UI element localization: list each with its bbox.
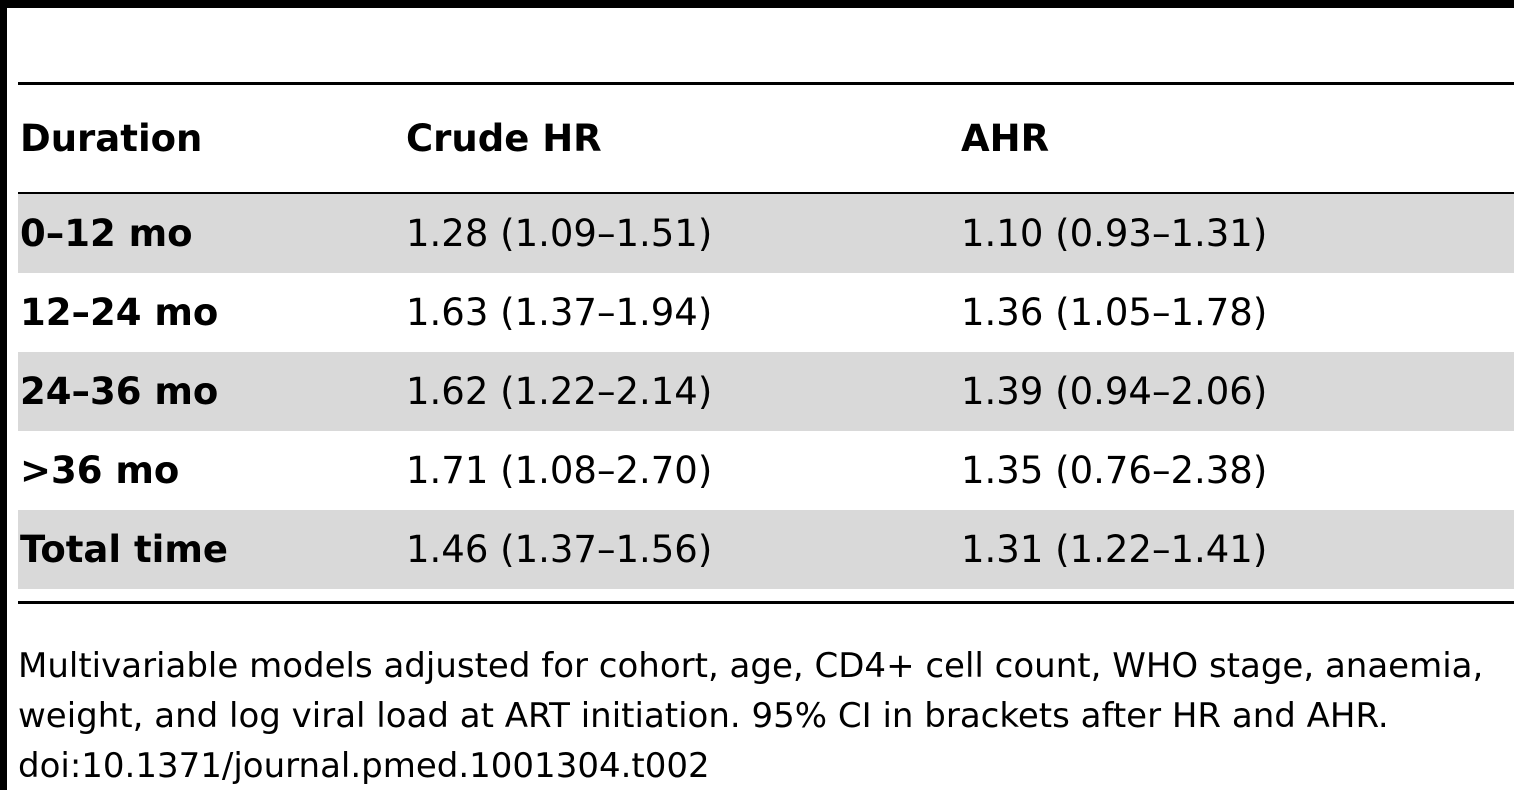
- ahr-cell: 1.10 (0.93–1.31): [961, 212, 1268, 255]
- duration-cell: 24–36 mo: [20, 370, 219, 413]
- doi-label: doi:10.1371/journal.pmed.1001304.t002: [18, 746, 710, 786]
- ahr-cell: 1.36 (1.05–1.78): [961, 291, 1268, 334]
- crude-hr-cell: 1.71 (1.08–2.70): [406, 449, 713, 492]
- header-crude-hr: Crude HR: [406, 117, 602, 160]
- footnote-line: weight, and log viral load at ART initia…: [18, 696, 1389, 736]
- table-footnote: Multivariable models adjusted for cohort…: [18, 641, 1514, 791]
- crude-hr-cell: 1.46 (1.37–1.56): [406, 528, 713, 571]
- crude-hr-cell: 1.28 (1.09–1.51): [406, 212, 713, 255]
- crude-hr-cell: 1.63 (1.37–1.94): [406, 291, 713, 334]
- top-rule: [0, 0, 1514, 8]
- table-row: Total time 1.46 (1.37–1.56) 1.31 (1.22–1…: [18, 510, 1514, 589]
- crude-hr-cell: 1.62 (1.22–2.14): [406, 370, 713, 413]
- table-row: >36 mo 1.71 (1.08–2.70) 1.35 (0.76–2.38): [18, 431, 1514, 510]
- duration-cell: 12–24 mo: [20, 291, 219, 334]
- ahr-cell: 1.39 (0.94–2.06): [961, 370, 1268, 413]
- ahr-cell: 1.31 (1.22–1.41): [961, 528, 1268, 571]
- duration-cell: Total time: [20, 528, 228, 571]
- duration-cell: 0–12 mo: [20, 212, 193, 255]
- table-row: 12–24 mo 1.63 (1.37–1.94) 1.36 (1.05–1.7…: [18, 273, 1514, 352]
- header-top-rule: [18, 82, 1514, 85]
- hazard-ratio-table: Duration Crude HR AHR 0–12 mo 1.28 (1.09…: [18, 85, 1514, 589]
- header-duration: Duration: [20, 117, 203, 160]
- header-ahr: AHR: [961, 117, 1050, 160]
- table-row: 24–36 mo 1.62 (1.22–2.14) 1.39 (0.94–2.0…: [18, 352, 1514, 431]
- table-header-row: Duration Crude HR AHR: [18, 85, 1514, 192]
- table-row: 0–12 mo 1.28 (1.09–1.51) 1.10 (0.93–1.31…: [18, 194, 1514, 273]
- ahr-cell: 1.35 (0.76–2.38): [961, 449, 1268, 492]
- table-bottom-rule: [18, 601, 1514, 604]
- footnote-line: Multivariable models adjusted for cohort…: [18, 646, 1484, 686]
- duration-cell: >36 mo: [20, 449, 180, 492]
- header-bottom-rule: [18, 192, 1514, 195]
- left-border: [0, 0, 7, 790]
